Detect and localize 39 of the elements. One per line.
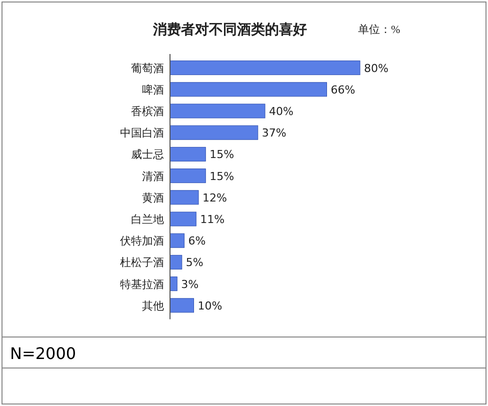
data-label: 66% — [330, 83, 356, 96]
y-tick-label: 白兰地 — [131, 213, 164, 226]
data-label: 15% — [210, 170, 234, 183]
chart-title: 消费者对不同酒类的喜好 — [152, 22, 307, 38]
data-label: 15% — [210, 148, 234, 162]
y-tick-label: 其他 — [142, 299, 164, 312]
y-tick-label: 葡萄酒 — [131, 62, 164, 75]
data-label: 12% — [202, 191, 227, 204]
data-label: 10% — [198, 299, 222, 312]
y-tick-label: 香槟酒 — [131, 105, 164, 118]
y-tick-label: 伏特加酒 — [120, 234, 164, 248]
data-label: 5% — [186, 256, 204, 270]
text: N=2000 — [10, 344, 76, 363]
data-label: 6% — [188, 234, 206, 248]
y-tick-label: 特基拉酒 — [120, 278, 164, 291]
y-tick-label: 中国白酒 — [120, 126, 164, 140]
bar — [170, 146, 206, 162]
data-label: 37% — [262, 126, 286, 140]
bar — [170, 60, 360, 76]
bar — [170, 190, 199, 205]
bar — [170, 298, 194, 313]
data-label: 3% — [181, 278, 199, 291]
bar — [170, 254, 182, 270]
y-tick-label: 黄酒 — [142, 191, 164, 204]
bar — [170, 82, 327, 97]
data-label: 40% — [269, 105, 294, 118]
data-label: 11% — [200, 213, 225, 226]
y-tick-label: 清酒 — [142, 170, 164, 183]
y-tick-label: 啤酒 — [142, 83, 164, 96]
y-tick-label: 威士忌 — [131, 148, 164, 162]
bar — [170, 125, 258, 140]
chart-subtitle: 单位：% — [358, 23, 400, 36]
bar — [170, 212, 196, 226]
bar — [170, 104, 266, 118]
bar — [170, 276, 178, 292]
bar — [170, 233, 184, 248]
bar — [170, 168, 206, 184]
data-label: 80% — [364, 62, 388, 75]
y-tick-label: 杜松子酒 — [120, 256, 164, 270]
